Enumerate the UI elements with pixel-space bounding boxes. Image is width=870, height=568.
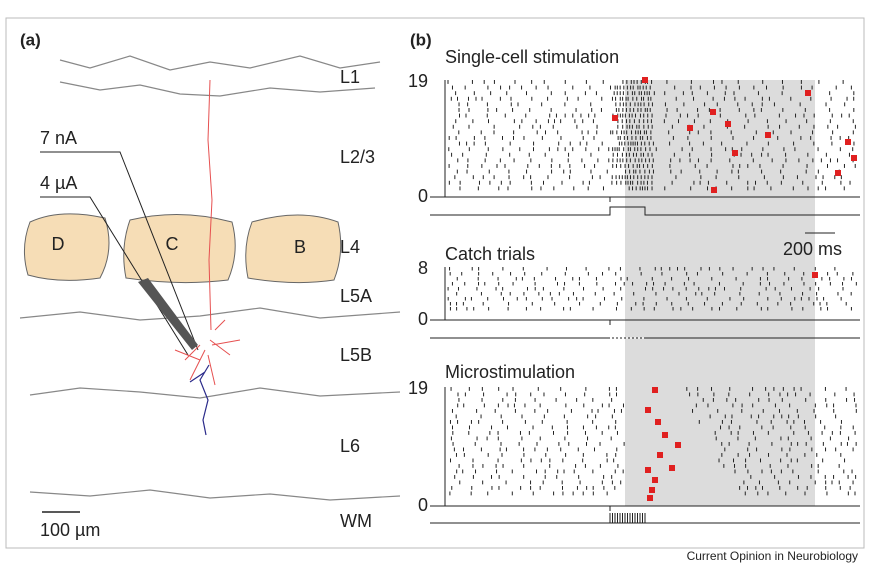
response-spike bbox=[645, 407, 651, 413]
frame bbox=[5, 17, 865, 549]
barrel-label: D bbox=[52, 234, 65, 254]
response-spike bbox=[612, 115, 618, 121]
response-spike bbox=[645, 467, 651, 473]
barrel bbox=[123, 213, 236, 284]
response-spike bbox=[732, 150, 738, 156]
response-spike bbox=[647, 495, 653, 501]
barrel bbox=[245, 214, 342, 284]
raster-title: Catch trials bbox=[445, 244, 535, 264]
response-spike bbox=[669, 465, 675, 471]
layer-border bbox=[29, 387, 401, 399]
y-label: 8 bbox=[418, 258, 428, 278]
response-spike bbox=[657, 452, 663, 458]
response-spike bbox=[642, 77, 648, 83]
layer-label: L4 bbox=[340, 237, 360, 257]
y-label: 0 bbox=[418, 495, 428, 515]
response-spike bbox=[710, 109, 716, 115]
y-label: 0 bbox=[418, 309, 428, 329]
response-spike bbox=[652, 387, 658, 393]
scale-label: 200 ms bbox=[783, 239, 842, 259]
response-spike bbox=[851, 155, 857, 161]
barrel bbox=[24, 213, 110, 281]
response-spike bbox=[805, 90, 811, 96]
neuron-dendrite bbox=[174, 79, 241, 386]
stim-trace bbox=[430, 206, 860, 216]
response-spike bbox=[652, 477, 658, 483]
response-spike bbox=[675, 442, 681, 448]
response-spike bbox=[649, 487, 655, 493]
electrode bbox=[138, 278, 198, 350]
electrode-label: 7 nA bbox=[40, 128, 77, 148]
y-label: 19 bbox=[408, 71, 428, 91]
panel-a: (a) 100 µm 7 nA 4 µA D C B L1 L2/3 L4 L5A L5… bbox=[19, 30, 401, 540]
layer-border bbox=[19, 307, 401, 321]
response-spike bbox=[835, 170, 841, 176]
scale-label: 100 µm bbox=[40, 520, 100, 540]
layer-border bbox=[29, 489, 401, 501]
response-spike bbox=[725, 121, 731, 127]
raster-title: Microstimulation bbox=[445, 362, 575, 382]
panel-label: (a) bbox=[20, 30, 41, 49]
neuron-axon bbox=[189, 364, 210, 436]
response-spike bbox=[812, 272, 818, 278]
barrel-label: C bbox=[166, 234, 179, 254]
layer-label: L2/3 bbox=[340, 147, 375, 167]
layer-label: WM bbox=[340, 511, 372, 531]
electrode-lead bbox=[40, 151, 199, 351]
layer-label: L5A bbox=[340, 286, 372, 306]
footer: Current Opinion in Neurobiology bbox=[687, 549, 858, 563]
response-spike bbox=[711, 187, 717, 193]
panel-label: (b) bbox=[410, 30, 432, 49]
response-spike bbox=[655, 419, 661, 425]
raster-title: Single-cell stimulation bbox=[445, 47, 619, 67]
response-spike bbox=[687, 125, 693, 131]
pia bbox=[59, 55, 381, 71]
barrel-label: B bbox=[294, 237, 306, 257]
response-spike bbox=[765, 132, 771, 138]
layer-border bbox=[59, 81, 376, 97]
layer-label: L6 bbox=[340, 436, 360, 456]
y-label: 0 bbox=[418, 186, 428, 206]
layer-label: L1 bbox=[340, 67, 360, 87]
response-spike bbox=[845, 139, 851, 145]
panel-b: (b) 200 ms Single-cell stimulation 19 0 Cat… bbox=[408, 30, 860, 524]
y-label: 19 bbox=[408, 378, 428, 398]
electrode-label: 4 µA bbox=[40, 173, 77, 193]
response-spike bbox=[662, 432, 668, 438]
layer-label: L5B bbox=[340, 345, 372, 365]
